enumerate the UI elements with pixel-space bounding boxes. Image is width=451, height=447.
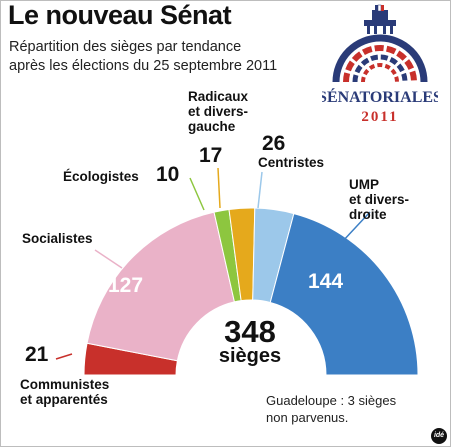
label-ump-line2: et divers-: [349, 191, 410, 207]
leader-line-centristes: [257, 171, 263, 209]
label-ecologistes: Écologistes: [63, 169, 139, 184]
total-seats-label: sièges: [218, 345, 282, 367]
credit-badge: idé: [431, 428, 447, 444]
subtitle-line-2: après les élections du 25 septembre 2011: [9, 58, 278, 74]
value-ecologistes: 10: [156, 163, 180, 186]
label-radicaux-line2: et divers-: [188, 103, 249, 119]
value-radicaux: 17: [199, 144, 223, 167]
total-seats: 348: [224, 314, 276, 349]
label-ump-line1: UMP: [349, 177, 379, 192]
chart-slices: [83, 207, 419, 376]
guadeloupe-note: Guadeloupe : 3 sièges non parvenus.: [266, 392, 396, 426]
label-ump: UMP et divers- droite: [349, 177, 410, 223]
label-ump-line3: droite: [349, 206, 387, 222]
value-centristes: 26: [262, 132, 286, 155]
subtitle: Répartition des sièges par tendance aprè…: [9, 38, 277, 76]
value-ump: 144: [308, 270, 344, 293]
label-communistes-line1: Communistes: [20, 377, 110, 392]
label-radicaux: Radicaux et divers- gauche: [188, 89, 249, 135]
label-centristes: Centristes: [258, 155, 325, 170]
chart-leader-lines: [55, 167, 371, 360]
label-communistes: Communistes et apparentés: [20, 377, 110, 408]
page-title: Le nouveau Sénat: [8, 0, 232, 30]
leader-line-ecologistes: [189, 177, 205, 211]
leader-line-ump: [341, 211, 371, 243]
logo-year: 2011: [361, 109, 398, 125]
slice-ump: [269, 212, 419, 376]
value-socialistes: 127: [108, 274, 144, 297]
value-communistes: 21: [25, 343, 49, 366]
note-line-2: non parvenus.: [266, 410, 349, 425]
label-radicaux-line1: Radicaux: [188, 89, 249, 104]
label-radicaux-line3: gauche: [188, 118, 236, 134]
label-socialistes: Socialistes: [22, 231, 93, 246]
hemicycle-emblem: [332, 34, 428, 83]
leader-line-radicaux: [217, 167, 221, 209]
subtitle-line-1: Répartition des sièges par tendance: [9, 39, 242, 55]
label-communistes-line2: et apparentés: [20, 391, 108, 407]
note-line-1: Guadeloupe : 3 sièges: [266, 393, 397, 408]
leader-line-communistes: [55, 353, 73, 360]
senatoriales-logo: SÉNATORIALES 2011: [322, 4, 438, 125]
leader-line-socialistes: [94, 249, 123, 269]
senate-dome-icon: [364, 4, 396, 34]
slice-socialistes: [86, 211, 236, 362]
logo-text: SÉNATORIALES: [322, 87, 438, 106]
